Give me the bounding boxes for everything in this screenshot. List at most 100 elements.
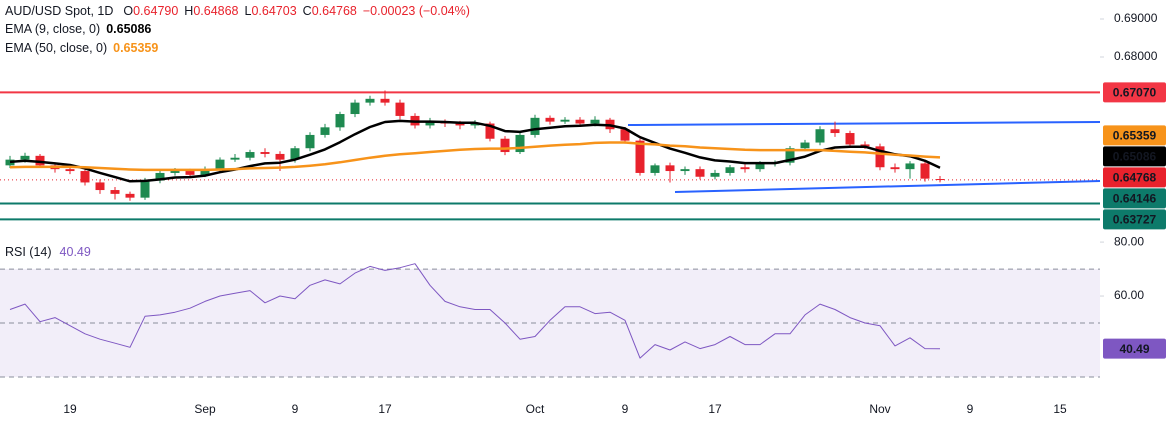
x-tick-label: 9 (292, 402, 299, 416)
price-label: 0.65086 (1113, 150, 1157, 164)
background-layer (0, 91, 1100, 378)
candle-body (320, 127, 330, 135)
candle-body (740, 167, 750, 170)
y-tick-label: 60.00 (1114, 288, 1144, 302)
ema-line (9, 119, 941, 183)
x-tick-label: Sep (194, 402, 216, 416)
candle-body (620, 129, 630, 141)
candle-body (140, 180, 150, 198)
candle-body (215, 159, 225, 170)
candle-body (350, 102, 360, 115)
candle-body (80, 171, 90, 183)
rsi-legend: RSI (14) 40.49 (5, 245, 91, 259)
candle-body (905, 163, 915, 170)
candle-body (395, 102, 405, 116)
candle-body (470, 123, 480, 126)
candle-body (755, 163, 765, 170)
candle-body (95, 182, 105, 191)
ohlc-value: 0.64768 (312, 4, 357, 18)
candle-body (455, 123, 465, 126)
ohlc-key: L (245, 4, 252, 18)
x-tick-label: 9 (967, 402, 974, 416)
symbol: AUD/USD Spot, 1D (5, 4, 113, 18)
candle-body (485, 123, 495, 139)
candle-body (200, 169, 210, 175)
candle-body (665, 165, 675, 172)
candle-body (890, 167, 900, 170)
candle-body (260, 152, 270, 154)
candle-body (185, 171, 195, 175)
channel-bottom (674, 180, 1101, 193)
ema50-legend: EMA (50, close, 0) 0.65359 (5, 41, 158, 55)
ohlc-key: O (123, 4, 133, 18)
ema-line (9, 141, 941, 172)
candle-body (695, 169, 705, 177)
candle-body (380, 98, 390, 103)
candle-body (725, 167, 735, 173)
foreground-layer: AUD/USD Spot, 1D O0.64790 H0.64868 L0.64703… (5, 4, 1166, 416)
legend-name: EMA (50, close, 0) (5, 41, 107, 55)
rsi-label: 40.49 (1119, 342, 1149, 356)
candle-body (560, 119, 570, 122)
candle-body (20, 155, 30, 160)
candle-body (530, 117, 540, 135)
price-label-bg (1103, 188, 1166, 209)
x-tick-label: 17 (708, 402, 722, 416)
price-label: 0.64768 (1113, 171, 1157, 185)
legend-name: EMA (9, close, 0) (5, 22, 100, 36)
candle-body (170, 171, 180, 173)
y-tick-label: 80.00 (1114, 234, 1144, 248)
candle-body (65, 169, 75, 172)
chart-title-row: AUD/USD Spot, 1D O0.64790 H0.64868 L0.64703… (5, 4, 470, 18)
price-label-bg (1103, 125, 1166, 146)
ohlc-key: H (184, 4, 193, 18)
candle-body (5, 159, 15, 166)
x-tick-label: 9 (622, 402, 629, 416)
candle-body (920, 163, 930, 179)
candle-body (275, 153, 285, 160)
candle-body (35, 155, 45, 166)
y-tick-label: 0.69000 (1114, 11, 1158, 25)
candle-body (305, 134, 315, 149)
price-label-bg (1103, 82, 1166, 103)
candle-body (155, 172, 165, 181)
candle-body (800, 142, 810, 149)
price-label-bg (1103, 146, 1166, 167)
y-tick-label: 0.68000 (1114, 49, 1158, 63)
price-label: 0.63727 (1113, 213, 1157, 227)
ohlc-value: 0.64703 (251, 4, 296, 18)
candle-body (785, 148, 795, 163)
candle-body (500, 138, 510, 153)
ohlc-value: 0.64790 (133, 4, 178, 18)
candle-body (545, 117, 555, 122)
candle-body (425, 121, 435, 126)
candle-body (680, 169, 690, 172)
legend-name: RSI (14) (5, 245, 52, 259)
legend-value: 0.65086 (106, 22, 151, 36)
candle-body (860, 144, 870, 147)
candle-body (125, 193, 135, 198)
candle-body (110, 190, 120, 194)
candle-body (935, 179, 945, 181)
price-label: 0.65359 (1113, 129, 1157, 143)
x-tick-label: 17 (378, 402, 392, 416)
x-tick-label: Nov (869, 402, 890, 416)
legend-value: 40.49 (60, 245, 91, 259)
x-tick-label: 19 (63, 402, 77, 416)
ema9-legend: EMA (9, close, 0) 0.65086 (5, 22, 151, 36)
candle-body (575, 119, 585, 124)
candle-body (845, 133, 855, 145)
x-tick-label: 15 (1053, 402, 1067, 416)
price-label-bg (1103, 167, 1166, 188)
candle-body (365, 98, 375, 103)
candle-body (875, 146, 885, 168)
candle-body (515, 134, 525, 153)
change: −0.00023 (−0.04%) (363, 4, 470, 18)
ohlc-value: 0.64868 (193, 4, 238, 18)
marks-layer (5, 90, 945, 359)
candle-body (710, 172, 720, 177)
candle-body (590, 119, 600, 124)
